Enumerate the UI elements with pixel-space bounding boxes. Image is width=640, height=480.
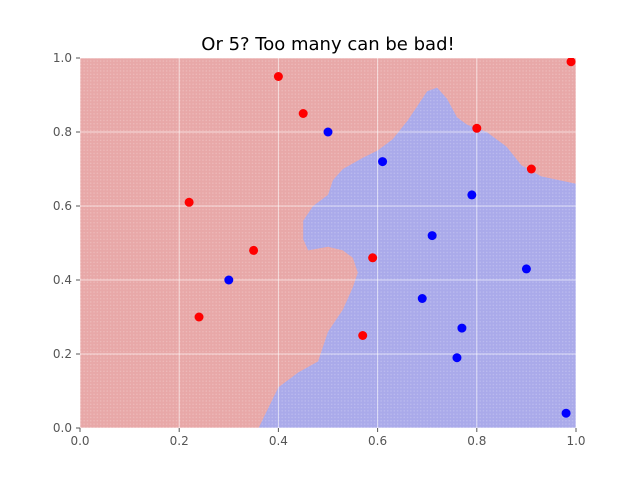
x-tick-label-2: 0.4 — [269, 434, 288, 448]
red-point-0 — [273, 72, 283, 81]
blue-point-0 — [323, 127, 333, 137]
red-point-3 — [249, 245, 259, 255]
y-tick-label-1: 0.2 — [53, 347, 72, 361]
blue-point-8 — [452, 353, 462, 363]
x-axis: 0.0 0.2 0.4 0.6 0.8 1.0 — [70, 428, 586, 448]
blue-point-6 — [417, 294, 427, 303]
red-point-1 — [298, 109, 308, 118]
blue-series — [224, 127, 571, 418]
plot-area — [80, 58, 576, 428]
x-tick-label-1: 0.2 — [170, 434, 189, 448]
red-point-6 — [358, 331, 368, 340]
y-axis: 0.0 0.2 0.4 0.6 0.8 1.0 — [53, 51, 80, 435]
y-tick-label-0: 0.0 — [53, 421, 72, 435]
red-point-9 — [566, 58, 576, 67]
blue-point-3 — [427, 231, 437, 241]
blue-point-7 — [457, 323, 467, 333]
blue-point-1 — [378, 157, 388, 167]
y-tick-label-4: 0.8 — [53, 125, 72, 139]
blue-point-9 — [561, 408, 571, 418]
x-tick-label-3: 0.6 — [368, 434, 387, 448]
blue-point-5 — [224, 275, 234, 285]
red-point-8 — [526, 164, 536, 174]
x-tick-label-4: 0.8 — [467, 434, 486, 448]
x-tick-label-0: 0.0 — [70, 434, 89, 448]
grid-lines — [80, 58, 576, 428]
red-point-4 — [194, 312, 204, 322]
chart-title: Or 5? Too many can be bad! — [201, 34, 454, 55]
red-point-5 — [368, 253, 378, 263]
red-point-7 — [472, 123, 482, 133]
x-tick-label-5: 1.0 — [566, 434, 585, 448]
blue-point-2 — [467, 190, 477, 200]
red-series — [184, 58, 576, 340]
red-point-2 — [184, 197, 194, 207]
y-tick-label-3: 0.6 — [53, 199, 72, 213]
y-tick-label-2: 0.4 — [53, 273, 72, 287]
y-tick-label-5: 1.0 — [53, 51, 72, 65]
mesh-dot-texture — [80, 58, 576, 428]
blue-point-4 — [521, 264, 531, 274]
